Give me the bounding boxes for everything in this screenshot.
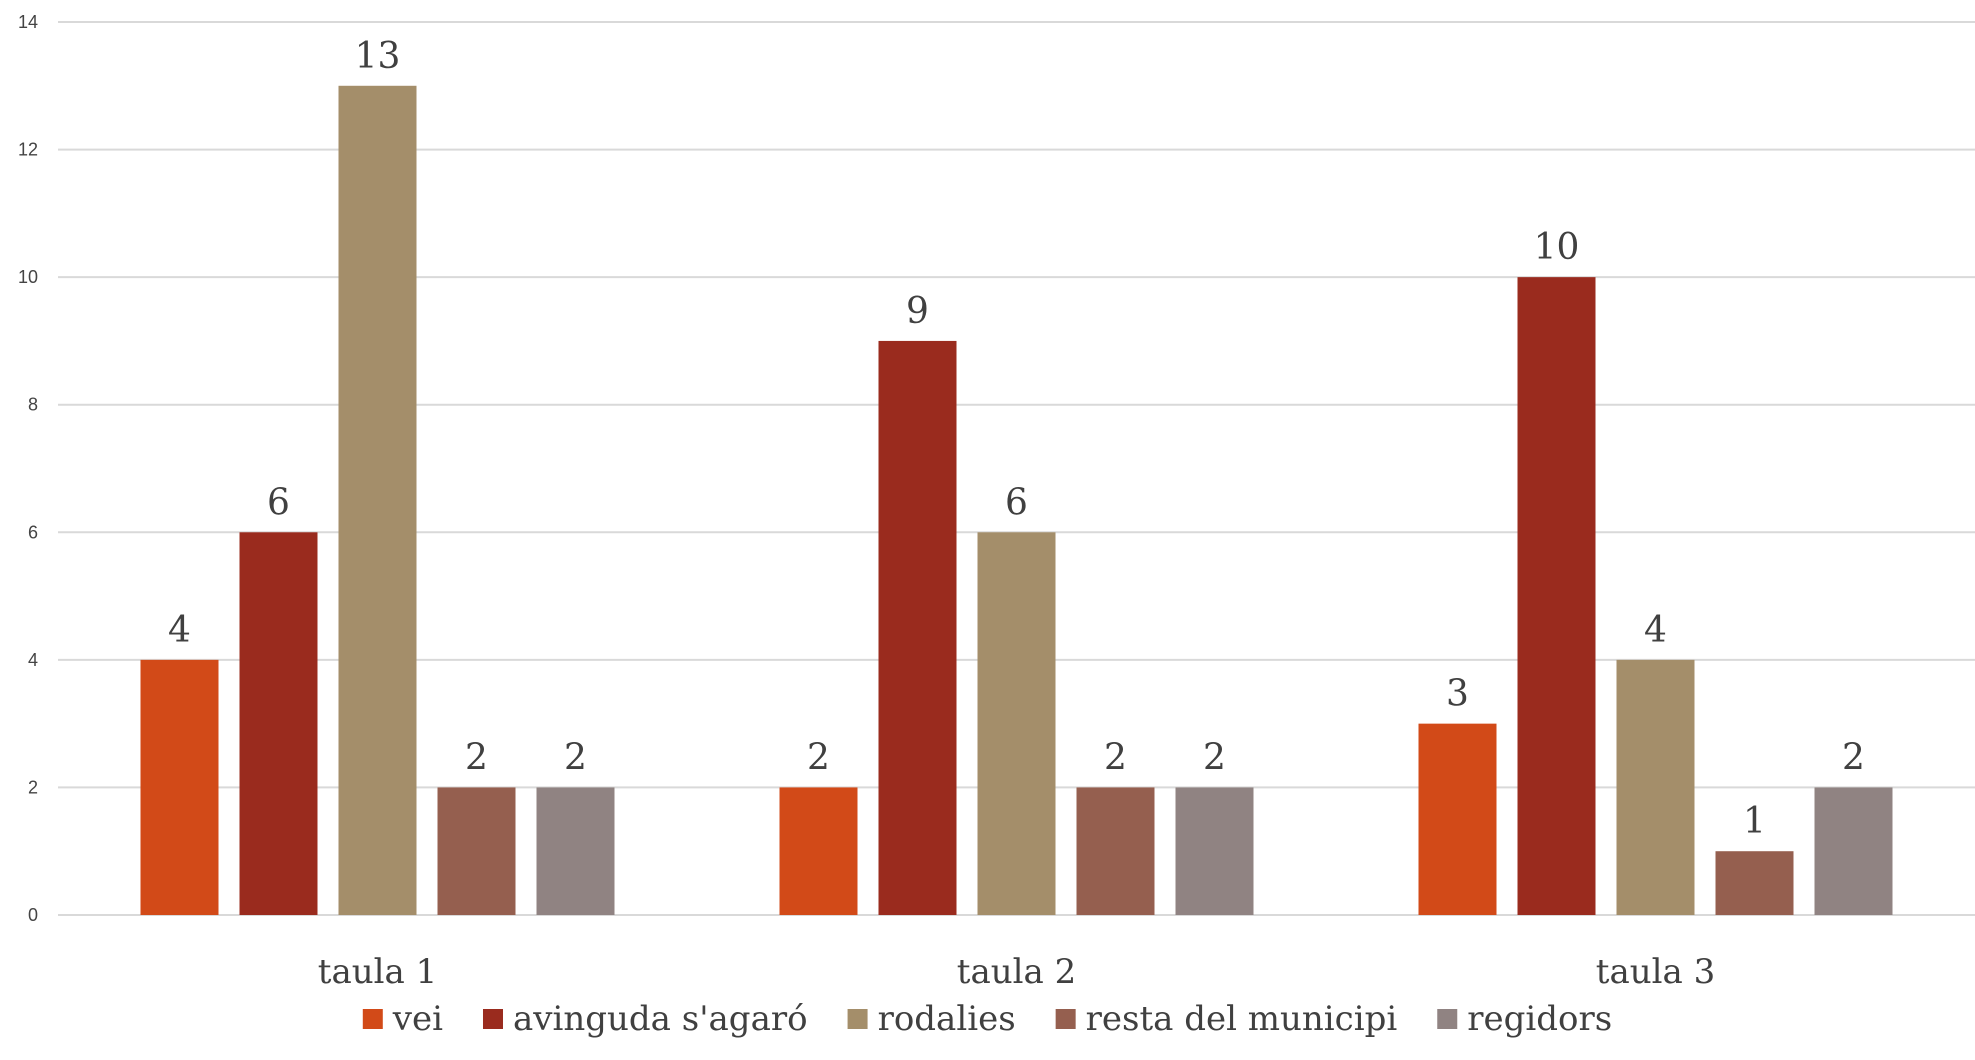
bar [239,532,318,915]
legend-swatch [482,1009,503,1029]
legend-item: vei [362,999,443,1039]
bar [1517,277,1596,916]
bar [878,340,957,915]
data-label: 1 [1743,801,1766,842]
data-labels: 4 6 13 2 2 2 9 6 2 2 3 10 4 1 2 [168,36,1865,842]
data-label: 2 [1203,737,1226,778]
bar [1418,723,1497,915]
bar [977,532,1056,915]
bar [1715,851,1794,915]
data-label: 9 [906,291,929,332]
bar [1076,787,1155,915]
legend-label: resta del municipi [1086,999,1398,1039]
y-axis-ticks: 0 2 4 6 8 10 12 14 [18,12,38,925]
legend-swatch [1437,1009,1458,1029]
bars [140,85,1893,916]
legend-item: avinguda s'agaró [482,999,808,1039]
legend-label: regidors [1467,999,1612,1039]
y-tick-label: 12 [18,140,38,160]
y-tick-label: 14 [18,12,38,32]
x-tick-label: taula 3 [1596,952,1715,992]
y-tick-label: 2 [28,777,38,797]
data-label: 2 [1842,737,1865,778]
data-label: 2 [564,737,587,778]
bar [437,787,516,915]
legend-swatch [1055,1009,1076,1029]
y-tick-label: 8 [28,395,38,415]
bar [779,787,858,915]
data-label: 10 [1534,227,1580,268]
data-label: 2 [807,737,830,778]
legend-swatch [362,1009,383,1029]
data-label: 4 [1644,610,1667,651]
legend-label: rodalies [878,999,1016,1039]
bar [1616,659,1695,915]
y-tick-label: 4 [28,650,38,670]
legend-item: resta del municipi [1055,999,1398,1039]
data-label: 2 [1104,737,1127,778]
y-tick-label: 6 [28,522,38,542]
y-tick-label: 0 [28,905,38,925]
bar [140,659,219,915]
legend-label: vei [392,999,443,1039]
data-label: 13 [355,36,401,77]
legend-swatch [847,1009,868,1029]
legend: vei avinguda s'agaró rodalies resta del mun… [362,999,1612,1039]
bar [1175,787,1254,915]
legend-label: avinguda s'agaró [513,999,808,1039]
y-tick-label: 10 [18,267,38,287]
legend-item: regidors [1437,999,1612,1039]
data-label: 6 [267,482,290,523]
x-tick-label: taula 2 [957,952,1076,992]
data-label: 6 [1005,482,1028,523]
bar [536,787,615,915]
data-label: 2 [465,737,488,778]
legend-item: rodalies [847,999,1016,1039]
bar [338,85,417,916]
bar [1814,787,1893,915]
data-label: 3 [1446,674,1469,715]
x-axis-ticks: taula 1 taula 2 taula 3 [318,952,1715,992]
data-label: 4 [168,610,191,651]
x-tick-label: taula 1 [318,952,437,992]
